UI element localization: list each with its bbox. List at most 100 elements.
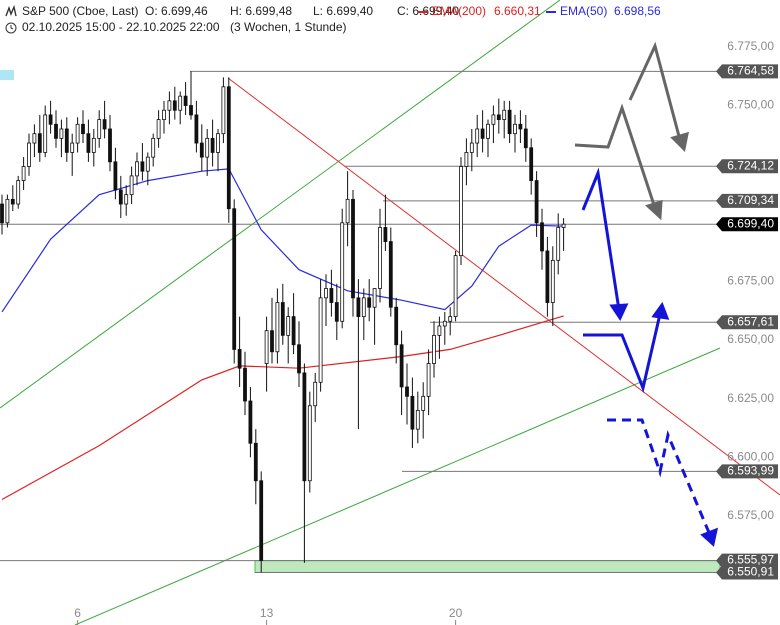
candle-body (410, 395, 415, 430)
candle-body (124, 194, 129, 205)
candle-body (32, 133, 37, 144)
candle-body (421, 395, 426, 411)
candle-body (502, 109, 507, 121)
x-tick-label: 13 (260, 606, 274, 620)
candle-body (442, 320, 447, 327)
candle-body (118, 189, 123, 205)
candle-body (432, 334, 436, 364)
level-label: 6.555,97 (727, 553, 774, 567)
level-label: 6.593,99 (727, 464, 774, 478)
header: S&P 500 (Cboe, Last) O: 6.699,46 H: 6.69… (5, 4, 661, 34)
candle-body (216, 133, 220, 153)
candle-body (102, 119, 107, 130)
period: (3 Wochen, 1 Stunde) (230, 20, 347, 34)
candle-body (383, 227, 388, 242)
candle-body (394, 306, 399, 346)
chart-icon (5, 4, 17, 17)
candle-body (286, 316, 291, 336)
candle-body (10, 198, 15, 205)
candle-body (237, 349, 242, 369)
arrowhead (700, 527, 719, 547)
legend-value: 6.698,56 (614, 4, 661, 18)
candle-body (0, 203, 4, 224)
trend-line (74, 347, 721, 625)
candle-body (297, 344, 301, 374)
candle-body (367, 297, 372, 308)
level-label-box (716, 193, 778, 208)
candle-body (5, 198, 10, 224)
candle-body (221, 86, 226, 135)
clock-icon (5, 22, 17, 34)
close: C: 6.699,40 (397, 4, 459, 18)
candle-body (388, 241, 393, 308)
candle-body (129, 175, 134, 196)
candle-body (513, 123, 517, 135)
candle-body (334, 302, 339, 322)
level-label-box (716, 464, 778, 479)
candle-body (194, 114, 199, 144)
y-tick-label: 6.625,00 (727, 391, 774, 405)
candle-body (210, 137, 215, 153)
candle-body (183, 95, 188, 106)
candle-body (529, 147, 534, 181)
level-label: 6.657,61 (727, 314, 774, 328)
y-tick-label: 6.750,00 (727, 98, 774, 112)
x-tick-label: 6 (74, 606, 81, 620)
level-label: 6.724,12 (727, 158, 774, 172)
candle-body (232, 208, 237, 350)
support-zone (254, 560, 721, 573)
candle-body (291, 316, 296, 346)
marker (0, 70, 14, 80)
legend-label: EMA(200) (432, 4, 486, 18)
candle-body (205, 137, 210, 158)
arrow (607, 418, 712, 536)
candle-body (372, 288, 377, 308)
candle-body (496, 114, 501, 121)
candle-body (405, 386, 409, 397)
candle-body (275, 302, 280, 353)
arrow (581, 167, 621, 311)
candle-body (523, 128, 528, 149)
candle-body (226, 86, 231, 210)
candle-body (426, 363, 431, 397)
arrow (574, 103, 657, 209)
candle-body (270, 330, 274, 353)
candle-body (59, 128, 64, 139)
candle-body (361, 297, 366, 318)
candle-body (21, 166, 26, 181)
candle-body (475, 128, 480, 144)
candle-body (43, 114, 48, 153)
candle-body (356, 297, 361, 318)
candle-body (54, 123, 58, 139)
candle-body (534, 180, 539, 224)
candle-body (399, 344, 404, 388)
y-tick-label: 6.650,00 (727, 332, 774, 346)
candle-body (453, 255, 458, 318)
candle-body (464, 152, 469, 167)
arrows (574, 41, 719, 547)
candle-body (16, 180, 21, 205)
candle-body (91, 137, 96, 153)
candle-body (448, 316, 453, 322)
candle-body (486, 123, 490, 139)
trend-line (227, 77, 780, 496)
open: O: 6.699,46 (145, 4, 208, 18)
arrowhead (645, 199, 663, 221)
candle-body (86, 133, 91, 153)
arrowhead (609, 303, 629, 322)
candle-body (48, 114, 53, 125)
level-label: 6.699,40 (727, 216, 774, 230)
candle-body (37, 133, 42, 153)
candle-body (378, 227, 382, 289)
candle-body (27, 142, 31, 167)
candle-body (507, 109, 512, 135)
candle-body (64, 128, 69, 153)
candle-body (81, 123, 85, 135)
level-label: 6.550,91 (727, 565, 774, 579)
level-label: 6.709,34 (727, 193, 774, 207)
y-tick-label: 6.775,00 (727, 39, 774, 53)
candle-body (70, 142, 75, 153)
arrowhead (670, 131, 689, 153)
